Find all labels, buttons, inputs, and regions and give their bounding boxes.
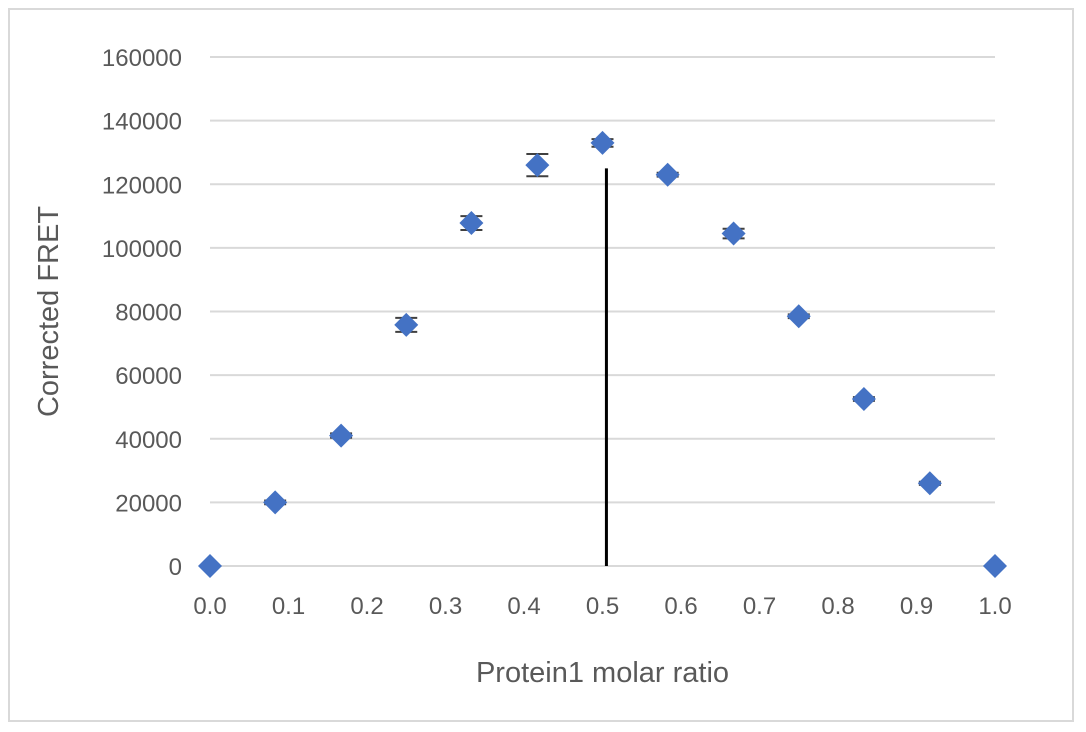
x-tick-label: 0.2 [350, 593, 383, 620]
error-bars [264, 138, 941, 506]
y-tick-label: 0 [169, 554, 182, 581]
data-point [525, 153, 550, 178]
x-tick-label: 0.4 [507, 593, 540, 620]
x-axis-title: Protein1 molar ratio [476, 657, 729, 689]
data-points [198, 130, 1007, 578]
scatter-plot: 0 20000 40000 60000 80000 100000 120000 140000 1… [33, 45, 1012, 689]
y-tick-label: 120000 [102, 172, 182, 199]
data-point [263, 490, 288, 515]
data-point [590, 130, 615, 155]
chart-frame: 0 20000 40000 60000 80000 100000 120000 140000 1… [8, 8, 1074, 722]
x-tick-labels: 0.0 0.1 0.2 0.3 0.4 0.5 0.6 0.7 0.8 0.9 1.0 [193, 593, 1011, 620]
x-tick-label: 0.3 [429, 593, 462, 620]
x-tick-label: 0.1 [272, 593, 305, 620]
x-tick-label: 0.8 [821, 593, 854, 620]
data-point [459, 211, 484, 236]
y-tick-label: 100000 [102, 236, 182, 263]
x-tick-label: 0.6 [664, 593, 697, 620]
data-point [983, 554, 1007, 578]
y-tick-label: 40000 [115, 427, 182, 454]
x-tick-label: 0.0 [193, 593, 226, 620]
data-point [721, 221, 746, 246]
y-tick-label: 80000 [115, 300, 182, 327]
y-tick-label: 160000 [102, 45, 182, 72]
y-axis-title: Corrected FRET [33, 206, 65, 417]
x-tick-label: 0.7 [743, 593, 776, 620]
data-point [198, 554, 222, 578]
y-tick-label: 60000 [115, 363, 182, 390]
data-point [786, 304, 811, 329]
data-point [655, 162, 680, 187]
x-tick-label: 1.0 [978, 593, 1011, 620]
y-tick-label: 140000 [102, 109, 182, 136]
y-tick-labels: 0 20000 40000 60000 80000 100000 120000 140000 1… [102, 45, 182, 581]
y-tick-label: 20000 [115, 490, 182, 517]
x-tick-label: 0.5 [586, 593, 619, 620]
data-point [851, 386, 876, 411]
data-point [394, 312, 419, 337]
x-tick-label: 0.9 [900, 593, 933, 620]
data-point [329, 423, 354, 448]
data-point [917, 471, 942, 496]
